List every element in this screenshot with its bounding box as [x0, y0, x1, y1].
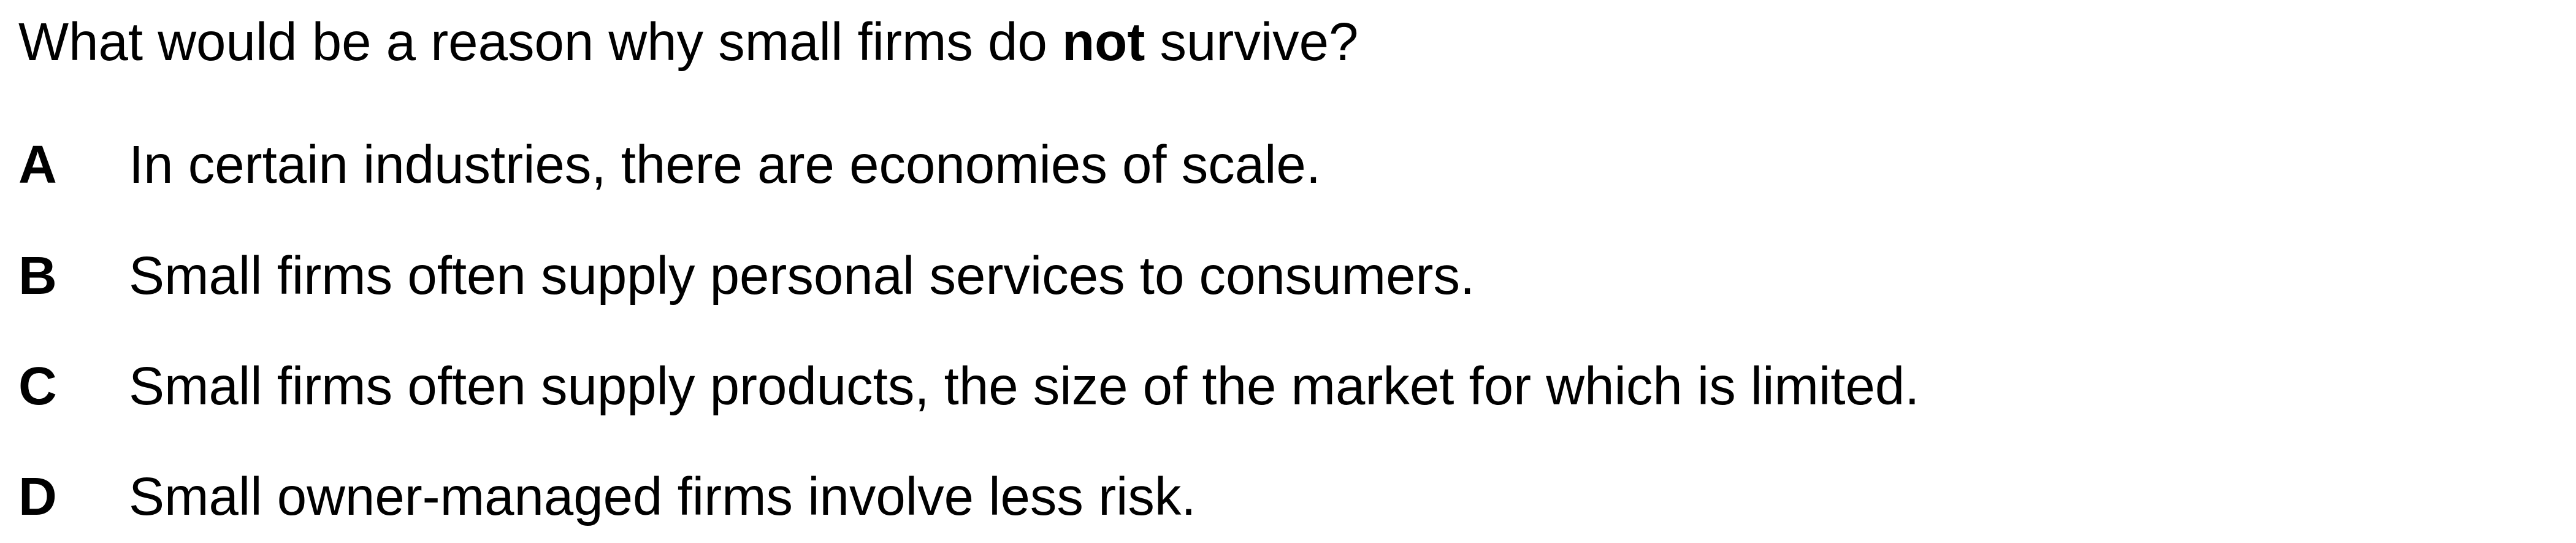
question-emphasis: not: [1062, 12, 1145, 72]
question-text-start: What would be a reason why small firms d…: [18, 12, 1063, 72]
option-c-letter: C: [18, 356, 57, 416]
option-c-text: Small firms often supply products, the s…: [129, 356, 1920, 416]
option-d-letter: D: [18, 467, 57, 526]
option-a-letter: A: [18, 135, 57, 194]
question-stem: What would be a reason why small firms d…: [18, 9, 1358, 76]
option-d-text: Small owner-managed firms involve less r…: [129, 467, 1196, 526]
option-a-text: In certain industries, there are economi…: [129, 135, 1321, 194]
option-b-letter: B: [18, 246, 57, 306]
option-b-text: Small firms often supply personal servic…: [129, 246, 1475, 306]
question-text-end: survive?: [1145, 12, 1359, 72]
